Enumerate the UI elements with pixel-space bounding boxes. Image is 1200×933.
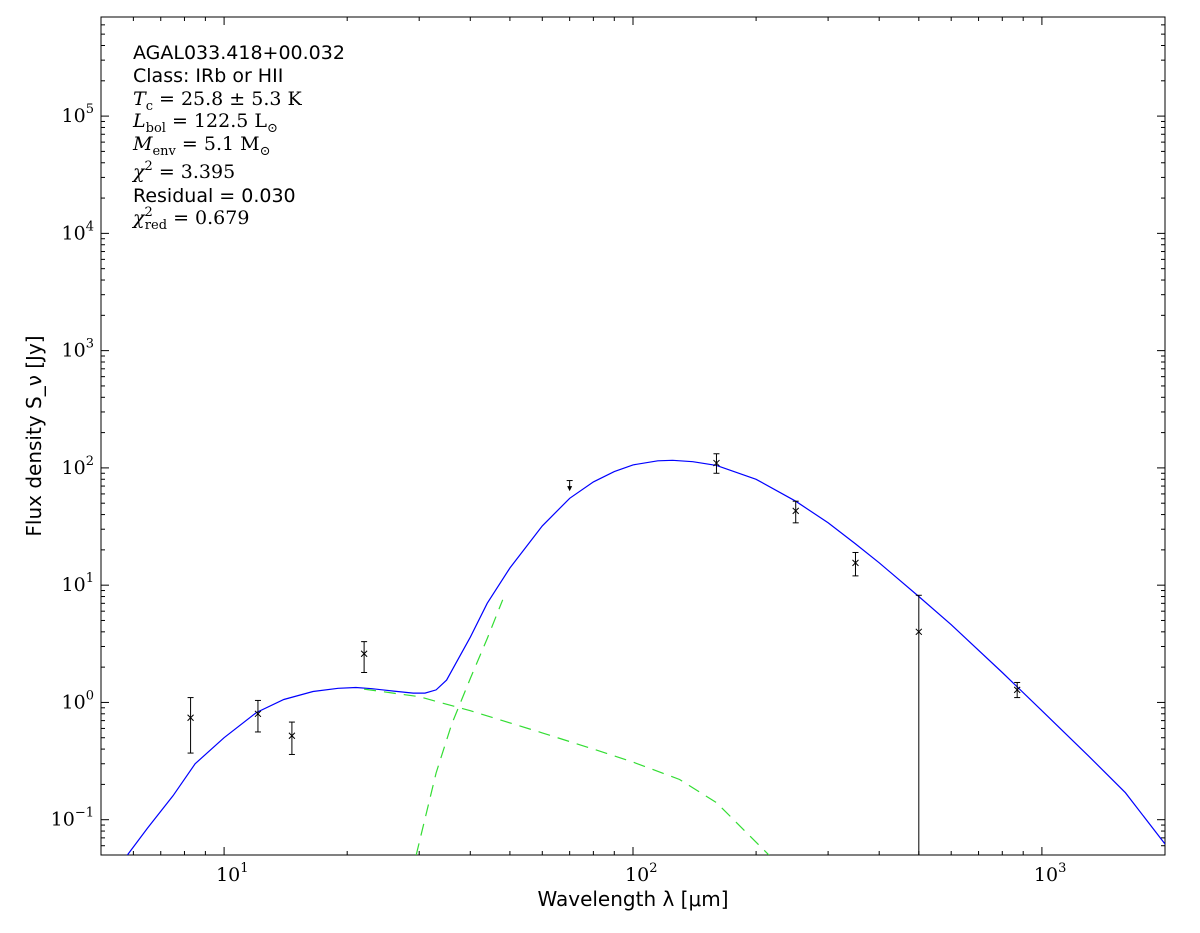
x-axis-label: Wavelength λ [μm]: [537, 887, 728, 911]
data-point: [187, 697, 194, 754]
upper-limit-point: [566, 480, 573, 492]
plot-frame: [100, 16, 1166, 856]
x-marker: [713, 459, 720, 467]
y-tick-label: 104: [62, 219, 94, 244]
y-tick-label: 10−1: [51, 806, 94, 831]
y-tick-label: 102: [62, 454, 94, 479]
x-marker: [254, 710, 262, 718]
x-marker: [852, 559, 859, 567]
data-point: [713, 453, 720, 474]
fit-annotations: AGAL033.418+00.032 Class: IRb or HII Tc …: [131, 42, 345, 233]
x-tick-label: 102: [625, 861, 657, 886]
model-component-curve: [415, 599, 504, 855]
class-line: Class: IRb or HII: [133, 65, 283, 87]
y-tick-label: 103: [62, 337, 94, 362]
lbol-line: Lbol = 122.5 L⊙: [132, 110, 278, 136]
menv-line: Menv = 5.1 M⊙: [132, 133, 271, 159]
data-point: [792, 500, 800, 524]
x-tick-label: 101: [216, 861, 248, 886]
y-tick-label: 101: [62, 571, 94, 596]
x-marker: [187, 714, 194, 722]
data-point: [852, 551, 859, 577]
x-marker: [915, 628, 923, 636]
data-markers: [187, 453, 1021, 855]
model-curves: [126, 459, 1165, 855]
x-tick-label: 103: [1034, 861, 1066, 886]
source-name: AGAL033.418+00.032: [133, 42, 345, 64]
axis-ticks: [100, 16, 1166, 856]
chi2-line: χ2 = 3.395: [131, 159, 235, 183]
tc-line: Tc = 25.8 ± 5.3 K: [133, 88, 303, 114]
x-marker: [792, 507, 800, 515]
data-point: [1013, 681, 1021, 699]
residual-line: Residual = 0.030: [133, 185, 296, 207]
model-total-curve: [126, 459, 1165, 855]
data-point: [915, 594, 923, 855]
x-marker: [360, 650, 368, 658]
model-component-curve: [364, 688, 770, 855]
y-axis-label: Flux density S_ν [Jy]: [22, 335, 46, 536]
x-marker: [288, 732, 296, 740]
limit-arrow: [567, 486, 573, 492]
y-tick-label: 100: [62, 688, 94, 713]
x-marker: [1013, 686, 1021, 694]
y-tick-label: 105: [62, 102, 94, 127]
tick-labels: 101 102 103 10−1 100 101 102 103 104 105: [51, 102, 1067, 886]
data-point: [288, 721, 296, 755]
data-point: [254, 699, 262, 733]
chi2-red-line: χ2 red = 0.679: [131, 205, 249, 233]
data-point: [360, 641, 368, 673]
